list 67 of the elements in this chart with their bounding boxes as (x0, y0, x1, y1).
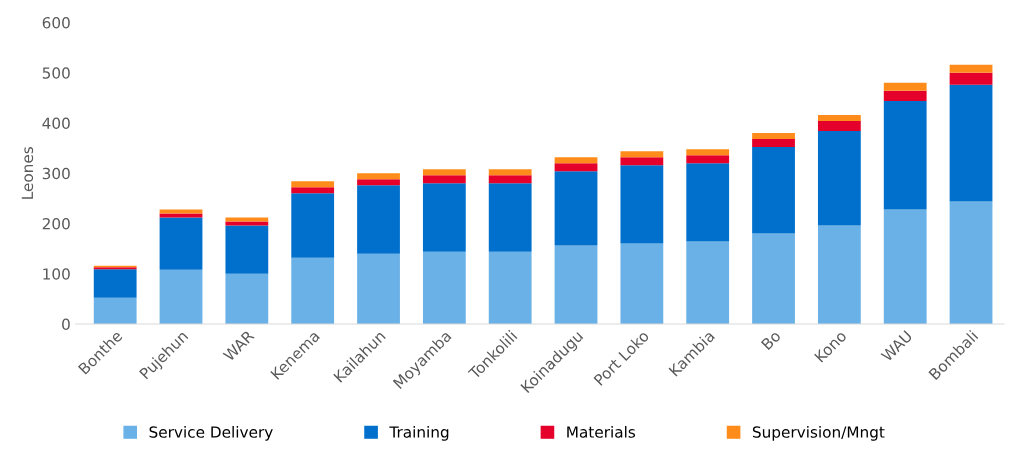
bar (949, 64, 993, 73)
y-tick-label: 300 (42, 167, 70, 180)
bar (883, 82, 927, 91)
legend-label: Service Delivery (149, 425, 273, 441)
bar (620, 157, 664, 166)
bar (488, 175, 532, 184)
bar (686, 155, 730, 164)
bar (817, 225, 861, 324)
bar (488, 169, 532, 176)
y-tick-label: 600 (42, 16, 70, 29)
bar (620, 243, 664, 324)
bar (488, 183, 532, 252)
bar (357, 185, 400, 254)
bar (752, 133, 795, 140)
bar (752, 147, 795, 234)
y-tick-label: 0 (62, 318, 70, 331)
bar (817, 114, 861, 121)
bar (554, 171, 598, 246)
legend-label: Materials (567, 425, 636, 438)
legend-label: Supervision/Mngt (752, 425, 885, 441)
bar (883, 90, 927, 101)
bar (225, 221, 269, 226)
legend-label: Training (389, 425, 449, 441)
bar (291, 181, 335, 188)
bar (225, 273, 269, 324)
bar (554, 157, 598, 164)
bar (752, 139, 795, 148)
bar (949, 84, 993, 202)
y-tick-label: 100 (43, 268, 70, 280)
bar (949, 72, 993, 85)
bar (357, 179, 400, 186)
bar (422, 183, 466, 252)
bar (422, 251, 466, 324)
y-tick-label: 500 (42, 67, 70, 79)
bar (686, 241, 730, 324)
bar (620, 151, 664, 158)
bar (686, 163, 730, 242)
bar (554, 245, 598, 324)
y-tick-label: 400 (42, 117, 70, 130)
bar (883, 209, 927, 324)
bar (225, 217, 269, 222)
bar (422, 175, 466, 184)
bar (291, 187, 335, 194)
bar (488, 251, 532, 324)
bar (817, 120, 861, 132)
bar (883, 100, 927, 210)
y-tick-label: 200 (42, 217, 70, 230)
bar (817, 131, 861, 226)
bar (554, 163, 598, 172)
bar (291, 257, 335, 324)
bar (291, 193, 335, 258)
bar (949, 201, 993, 324)
bar (357, 173, 400, 180)
bar (93, 269, 137, 298)
bar (752, 233, 795, 324)
bar (620, 165, 664, 244)
x-tick-label: Bo (760, 329, 782, 351)
bar (159, 209, 203, 214)
bar (159, 217, 203, 270)
bar (93, 297, 137, 324)
y-axis-title: Leones (21, 146, 34, 199)
bar (225, 225, 269, 274)
bar (422, 169, 466, 176)
bar (159, 213, 203, 218)
bar (357, 253, 400, 324)
bar (159, 269, 203, 324)
bar (686, 149, 730, 156)
